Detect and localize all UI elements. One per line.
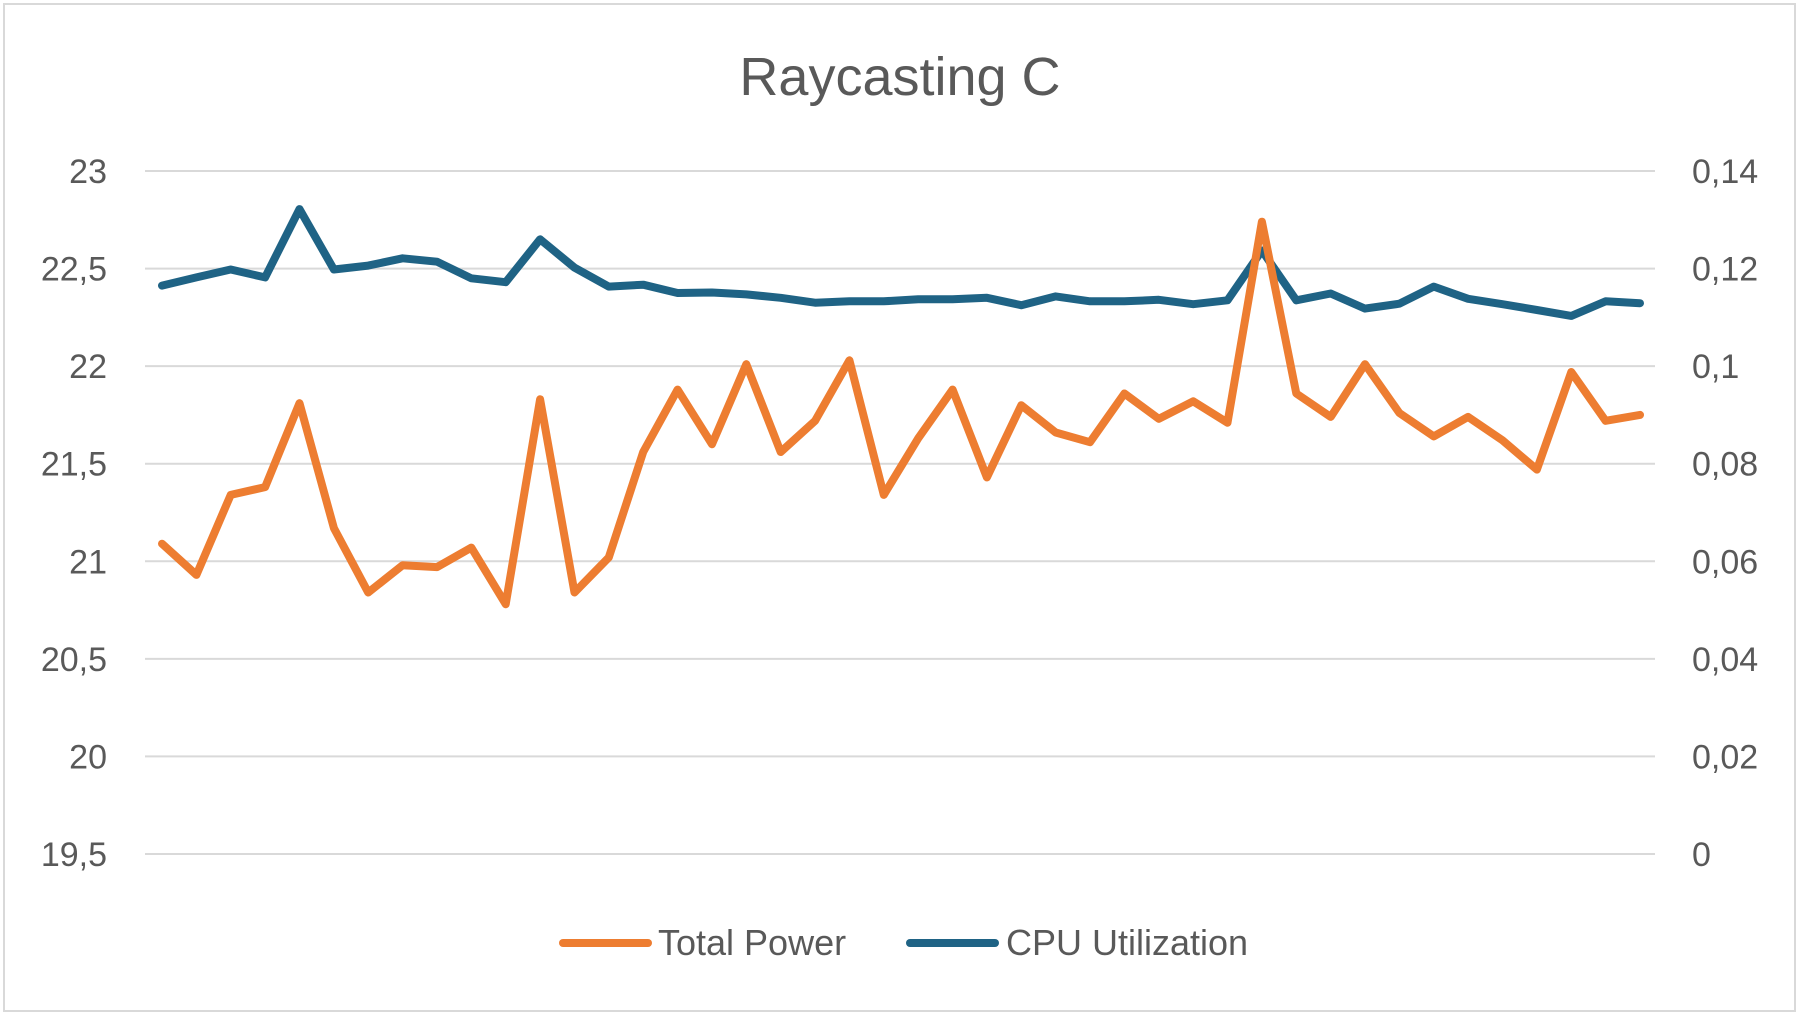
chart-title: Raycasting C <box>739 47 1060 107</box>
legend-label: CPU Utilization <box>1006 922 1248 963</box>
right-tick-label: 0,02 <box>1692 738 1758 776</box>
right-tick-label: 0,12 <box>1692 251 1758 289</box>
left-tick-label: 21 <box>69 543 107 581</box>
right-tick-label: 0,06 <box>1692 543 1758 581</box>
right-tick-label: 0,14 <box>1692 153 1758 191</box>
left-tick-label: 19,5 <box>41 836 107 874</box>
left-tick-label: 21,5 <box>41 446 107 484</box>
legend: Total Power CPU Utilization <box>559 922 1248 963</box>
right-tick-label: 0,08 <box>1692 446 1758 484</box>
left-tick-label: 23 <box>69 153 107 191</box>
right-tick-label: 0 <box>1692 836 1711 874</box>
series-line-cpu-utilization <box>158 205 1644 320</box>
left-tick-label: 22,5 <box>41 251 107 289</box>
legend-label: Total Power <box>658 922 846 963</box>
left-axis-ticks: 19,5 20 20,5 21 21,5 22 22,5 23 <box>41 153 107 874</box>
series-layer <box>158 205 1644 609</box>
right-axis-ticks: 0 0,02 0,04 0,06 0,08 0,1 0,12 0,14 <box>1692 153 1758 874</box>
left-tick-label: 22 <box>69 348 107 386</box>
series-line-total-power <box>158 217 1644 609</box>
right-tick-label: 0,1 <box>1692 348 1739 386</box>
right-tick-label: 0,04 <box>1692 641 1758 679</box>
left-tick-label: 20,5 <box>41 641 107 679</box>
left-tick-label: 20 <box>69 738 107 776</box>
gridlines <box>145 170 1655 855</box>
